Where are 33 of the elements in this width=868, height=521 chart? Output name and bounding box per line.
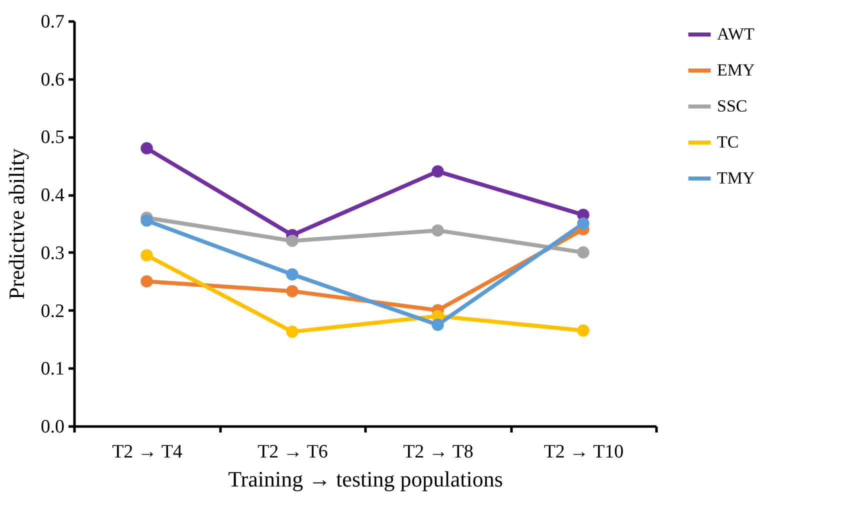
- legend-label: TC: [717, 132, 739, 152]
- point: [286, 285, 298, 298]
- legend-label: TMY: [717, 168, 755, 188]
- point: [432, 165, 444, 178]
- point: [432, 224, 444, 237]
- point: [432, 318, 444, 331]
- x-tick-label: T2 → T4: [112, 442, 183, 462]
- point: [140, 214, 153, 227]
- point: [286, 326, 298, 338]
- y-tick-label: 0.2: [40, 300, 64, 322]
- point: [577, 246, 590, 259]
- point: [286, 234, 298, 247]
- x-tick-label: T2 → T10: [544, 442, 624, 462]
- legend-label: EMY: [717, 60, 755, 80]
- y-tick-label: 0.1: [40, 358, 64, 380]
- x-tick-label: T2 → T8: [403, 442, 474, 462]
- legend-label: AWT: [717, 24, 755, 44]
- point: [140, 142, 153, 154]
- point: [286, 268, 298, 281]
- y-tick-label: 0.7: [40, 12, 64, 32]
- point: [577, 217, 590, 230]
- y-axis-title: Predictive ability: [4, 148, 29, 300]
- y-tick-label: 0.5: [40, 127, 64, 148]
- point: [577, 324, 590, 337]
- point: [140, 249, 153, 262]
- y-tick-label: 0.6: [40, 69, 64, 90]
- y-tick-label: 0.0: [40, 416, 64, 438]
- point: [140, 275, 153, 288]
- y-tick-label: 0.3: [40, 242, 64, 264]
- x-tick-label: T2 → T6: [258, 442, 328, 462]
- legend-label: SSC: [717, 96, 748, 116]
- y-tick-label: 0.4: [40, 185, 65, 206]
- x-axis-title: Training → testing populations: [228, 466, 503, 492]
